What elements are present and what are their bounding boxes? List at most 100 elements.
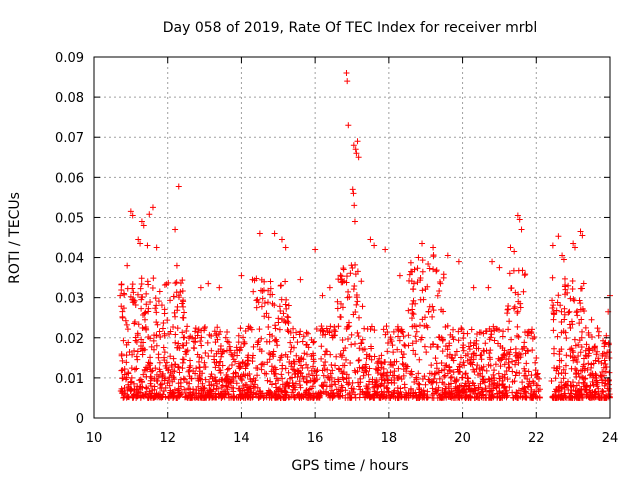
data-point: [506, 384, 513, 391]
data-point: [528, 329, 535, 336]
data-point: [419, 376, 426, 383]
data-point: [429, 385, 436, 392]
data-point: [412, 389, 419, 396]
data-point: [129, 351, 136, 358]
data-point: [161, 357, 168, 364]
data-point: [419, 287, 426, 294]
data-point: [177, 379, 184, 386]
data-point: [121, 385, 128, 392]
data-point: [169, 378, 176, 385]
data-point: [256, 346, 263, 353]
data-point: [141, 310, 148, 317]
data-point: [198, 334, 205, 341]
data-point: [533, 355, 540, 362]
data-point: [390, 328, 397, 335]
data-point: [602, 368, 609, 375]
data-point: [488, 394, 495, 401]
data-point: [561, 305, 568, 312]
data-point: [355, 357, 362, 364]
data-point: [576, 389, 583, 396]
data-point: [185, 368, 192, 375]
data-point: [562, 370, 569, 377]
data-point: [441, 381, 448, 388]
data-point: [305, 394, 312, 401]
data-point: [287, 375, 294, 382]
data-point: [353, 301, 360, 308]
data-point: [477, 380, 484, 387]
data-point: [517, 354, 524, 361]
data-point: [363, 355, 370, 362]
data-point: [419, 240, 426, 247]
data-point: [170, 355, 177, 362]
data-point: [436, 375, 443, 382]
data-point: [351, 367, 358, 374]
data-point: [192, 328, 199, 335]
data-point: [334, 305, 341, 312]
data-point: [390, 349, 397, 356]
data-point: [555, 292, 562, 299]
data-point: [486, 325, 493, 332]
data-point: [497, 363, 504, 370]
data-point: [321, 351, 328, 358]
data-point: [424, 394, 431, 401]
data-point: [394, 346, 401, 353]
data-point: [594, 379, 601, 386]
data-point: [257, 287, 264, 294]
data-point: [323, 325, 330, 332]
data-point: [476, 329, 483, 336]
data-point: [405, 332, 412, 339]
data-point: [152, 295, 159, 302]
data-point: [585, 394, 592, 401]
data-point: [299, 373, 306, 380]
data-point: [582, 352, 589, 359]
data-point: [496, 264, 503, 271]
data-point: [332, 362, 339, 369]
data-point: [378, 364, 385, 371]
data-point: [498, 356, 505, 363]
data-point: [376, 355, 383, 362]
data-point: [337, 276, 344, 283]
data-point: [532, 359, 539, 366]
data-point: [181, 386, 188, 393]
data-point: [413, 338, 420, 345]
data-point: [453, 348, 460, 355]
data-point: [448, 394, 455, 401]
data-point: [212, 364, 219, 371]
data-point: [296, 356, 303, 363]
data-point: [294, 339, 301, 346]
data-point: [193, 365, 200, 372]
data-point: [527, 382, 534, 389]
data-point: [239, 377, 246, 384]
data-point: [572, 342, 579, 349]
data-point: [576, 320, 583, 327]
data-point: [256, 326, 263, 333]
data-point: [177, 391, 184, 398]
data-point: [141, 367, 148, 374]
data-point: [131, 366, 138, 373]
data-point: [415, 380, 422, 387]
data-point: [144, 278, 151, 285]
data-point: [146, 211, 153, 218]
data-point: [125, 383, 132, 390]
data-point: [160, 391, 167, 398]
data-point: [586, 387, 593, 394]
data-point: [439, 348, 446, 355]
data-point: [243, 381, 250, 388]
data-point: [501, 374, 508, 381]
data-point: [228, 362, 235, 369]
data-point: [397, 388, 404, 395]
data-point: [328, 387, 335, 394]
data-point: [343, 325, 350, 332]
data-point: [249, 358, 256, 365]
data-point: [160, 388, 167, 395]
data-point: [575, 353, 582, 360]
data-point: [401, 341, 408, 348]
data-point: [482, 385, 489, 392]
data-point: [351, 202, 358, 209]
data-point: [371, 394, 378, 401]
data-point: [130, 391, 137, 398]
data-point: [487, 389, 494, 396]
data-point: [599, 388, 606, 395]
data-point: [254, 372, 261, 379]
data-point: [282, 278, 289, 285]
